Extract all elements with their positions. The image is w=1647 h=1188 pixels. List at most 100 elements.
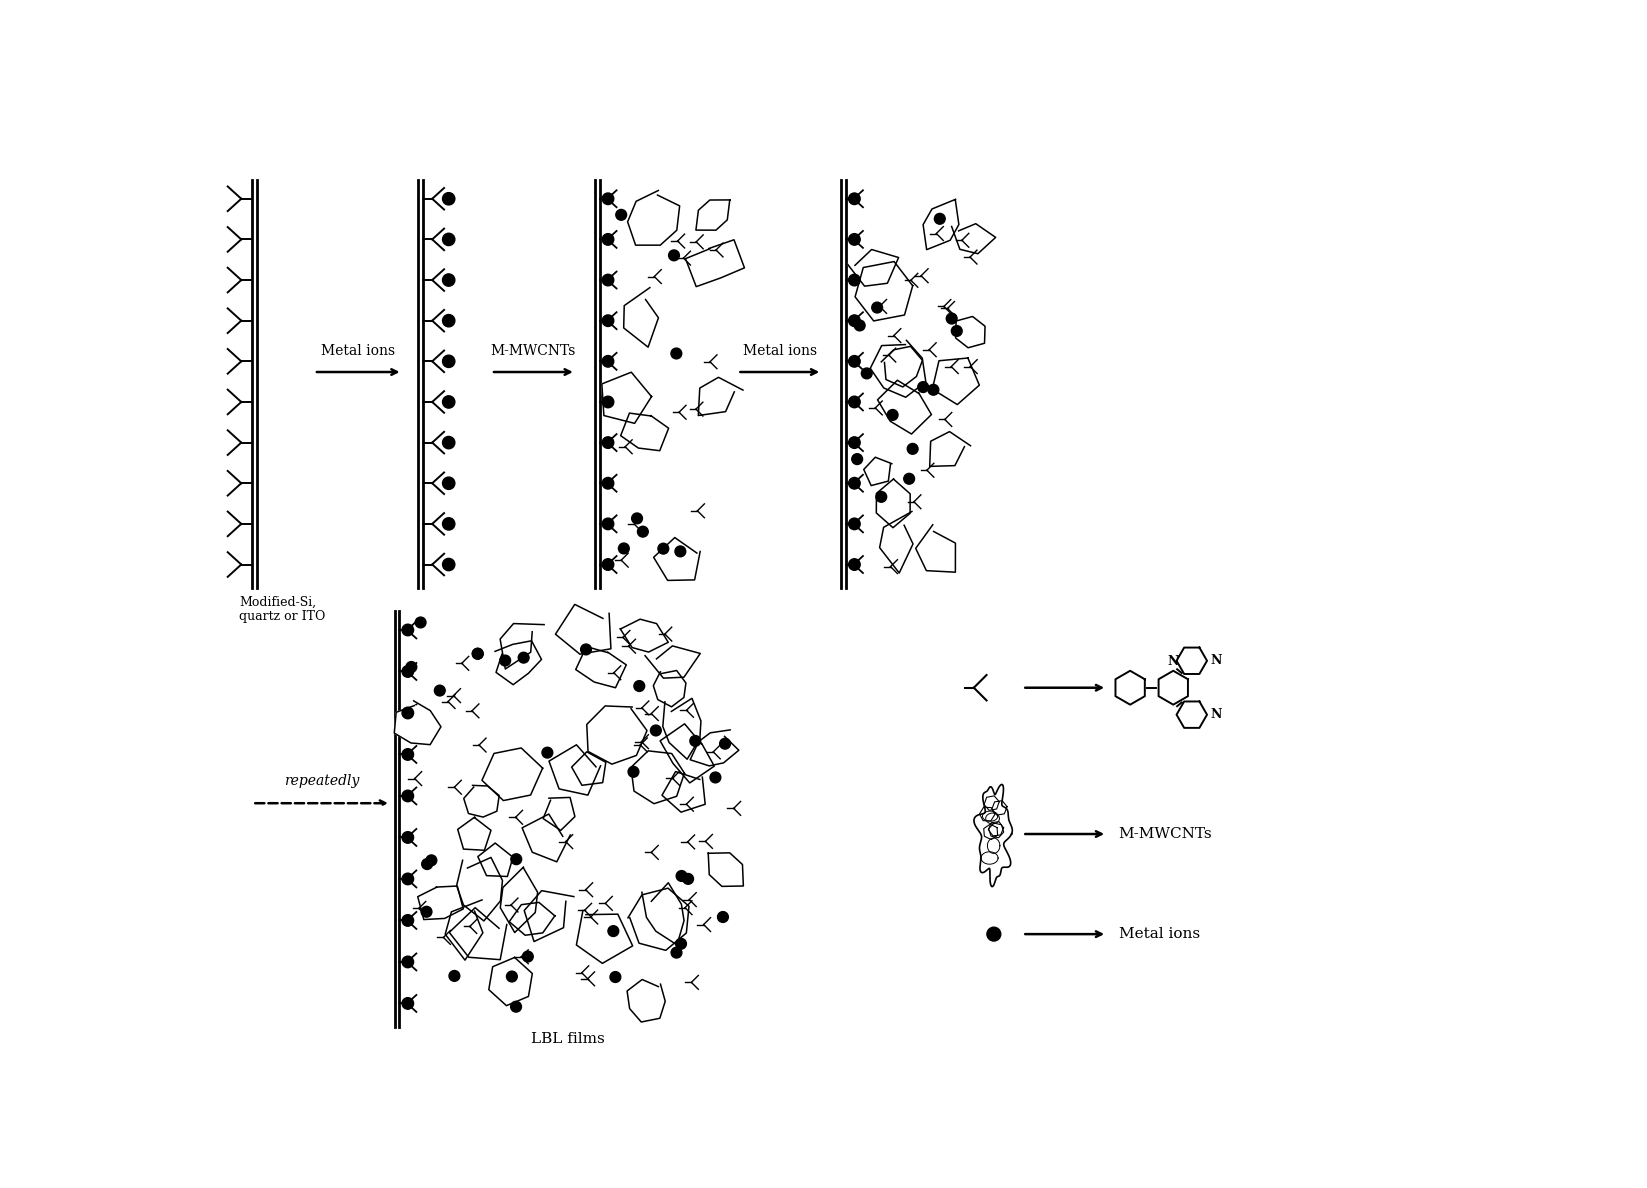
Polygon shape <box>576 910 632 963</box>
Polygon shape <box>450 908 501 960</box>
Circle shape <box>581 644 591 655</box>
Circle shape <box>876 492 886 503</box>
Polygon shape <box>572 752 604 785</box>
Polygon shape <box>478 843 512 877</box>
Circle shape <box>402 707 413 719</box>
Circle shape <box>402 748 413 760</box>
Polygon shape <box>708 853 743 886</box>
Circle shape <box>603 558 614 570</box>
Circle shape <box>402 873 413 885</box>
Polygon shape <box>685 240 744 286</box>
Circle shape <box>861 368 873 379</box>
Polygon shape <box>642 883 684 944</box>
Circle shape <box>402 790 413 802</box>
Polygon shape <box>646 646 700 678</box>
Polygon shape <box>878 380 932 434</box>
Polygon shape <box>628 190 680 245</box>
Text: Metal ions: Metal ions <box>321 345 395 358</box>
Circle shape <box>848 478 860 489</box>
Polygon shape <box>501 624 544 669</box>
Circle shape <box>851 454 863 465</box>
Polygon shape <box>870 345 926 397</box>
Circle shape <box>675 546 685 557</box>
Circle shape <box>443 233 455 246</box>
Circle shape <box>402 915 413 927</box>
Circle shape <box>608 925 619 936</box>
Circle shape <box>720 738 731 750</box>
Polygon shape <box>955 316 985 348</box>
Circle shape <box>511 1001 522 1012</box>
Circle shape <box>402 998 413 1009</box>
Polygon shape <box>879 512 912 573</box>
Circle shape <box>677 871 687 881</box>
Polygon shape <box>847 249 899 286</box>
Circle shape <box>934 214 945 225</box>
Circle shape <box>603 437 614 448</box>
Circle shape <box>435 685 445 696</box>
Circle shape <box>405 662 417 672</box>
Circle shape <box>952 326 962 336</box>
Polygon shape <box>624 287 659 347</box>
Circle shape <box>542 747 553 758</box>
Polygon shape <box>662 699 702 759</box>
Circle shape <box>987 927 1001 941</box>
Circle shape <box>855 320 865 330</box>
Circle shape <box>848 355 860 367</box>
Polygon shape <box>464 786 499 817</box>
Circle shape <box>616 209 626 220</box>
Polygon shape <box>394 706 441 745</box>
Polygon shape <box>509 903 555 935</box>
Circle shape <box>871 302 883 312</box>
Circle shape <box>519 652 529 663</box>
Polygon shape <box>555 605 611 655</box>
Text: N: N <box>1211 655 1222 668</box>
Text: N: N <box>1211 708 1222 721</box>
Polygon shape <box>855 261 912 321</box>
Text: repeatedly: repeatedly <box>283 773 359 788</box>
Circle shape <box>450 971 460 981</box>
Circle shape <box>603 396 614 407</box>
Circle shape <box>632 513 642 524</box>
Circle shape <box>511 854 522 865</box>
Circle shape <box>603 192 614 204</box>
Polygon shape <box>697 200 730 230</box>
Circle shape <box>675 939 687 949</box>
Polygon shape <box>628 979 665 1022</box>
Circle shape <box>402 832 413 843</box>
Polygon shape <box>932 358 980 405</box>
Circle shape <box>670 348 682 359</box>
Polygon shape <box>456 858 502 921</box>
Text: Modified-Si,
quartz or ITO: Modified-Si, quartz or ITO <box>239 595 326 624</box>
Circle shape <box>443 192 455 204</box>
Polygon shape <box>548 745 596 795</box>
Polygon shape <box>458 817 491 851</box>
Circle shape <box>848 315 860 327</box>
Circle shape <box>848 274 860 286</box>
Text: LBL films: LBL films <box>532 1031 604 1045</box>
Circle shape <box>603 315 614 327</box>
Circle shape <box>888 410 898 421</box>
Circle shape <box>603 274 614 286</box>
Circle shape <box>507 971 517 982</box>
Polygon shape <box>524 891 573 942</box>
Circle shape <box>710 772 721 783</box>
Polygon shape <box>916 525 955 573</box>
Circle shape <box>603 518 614 530</box>
Polygon shape <box>445 901 483 960</box>
Circle shape <box>473 649 483 659</box>
Polygon shape <box>544 797 575 830</box>
Circle shape <box>718 911 728 922</box>
Polygon shape <box>690 729 740 766</box>
Circle shape <box>684 873 693 884</box>
Polygon shape <box>929 431 970 467</box>
Polygon shape <box>501 867 537 933</box>
Circle shape <box>927 385 939 396</box>
Circle shape <box>637 526 649 537</box>
Text: Metal ions: Metal ions <box>743 345 817 358</box>
Polygon shape <box>621 619 669 652</box>
Text: N: N <box>1168 655 1179 668</box>
Circle shape <box>427 855 436 866</box>
Polygon shape <box>922 200 959 249</box>
Circle shape <box>670 947 682 958</box>
Polygon shape <box>884 347 922 387</box>
